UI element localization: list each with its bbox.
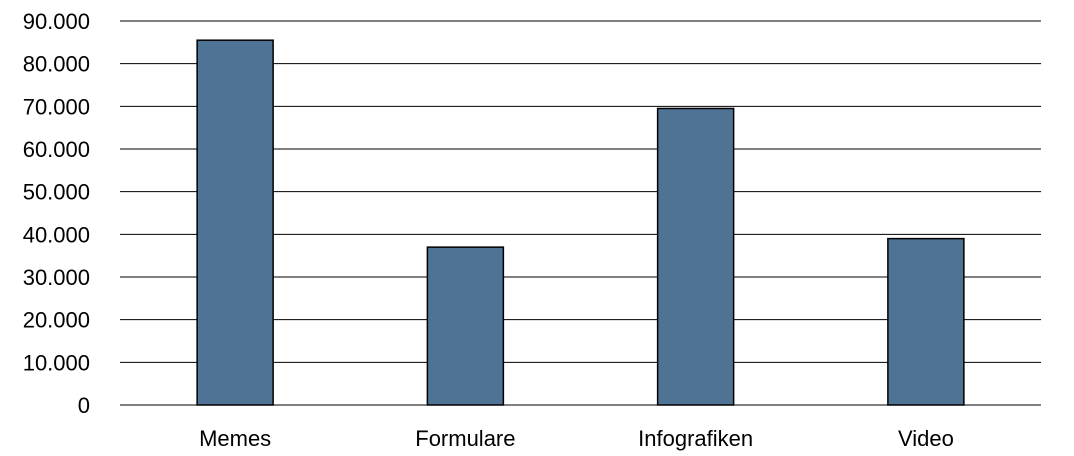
bar-infografiken [658, 108, 734, 405]
x-category-label: Video [898, 426, 954, 451]
x-axis-category-labels: Memes Formulare Infografiken Video [199, 426, 954, 451]
x-category-label: Memes [199, 426, 271, 451]
bar-video [888, 239, 964, 405]
y-tick-label: 50.000 [23, 180, 90, 205]
x-category-label: Formulare [415, 426, 515, 451]
y-tick-label: 90.000 [23, 9, 90, 34]
y-tick-label: 0 [78, 393, 90, 418]
y-axis-tick-labels: 0 10.000 20.000 30.000 40.000 50.000 60.000 70.… [23, 9, 90, 418]
bar-formulare [427, 247, 503, 405]
y-tick-label: 20.000 [23, 308, 90, 333]
x-category-label: Infografiken [638, 426, 753, 451]
y-tick-label: 70.000 [23, 94, 90, 119]
bar-memes [197, 40, 273, 405]
y-tick-label: 10.000 [23, 350, 90, 375]
y-tick-label: 60.000 [23, 137, 90, 162]
y-tick-label: 40.000 [23, 222, 90, 247]
bars [197, 40, 964, 405]
y-tick-label: 80.000 [23, 52, 90, 77]
y-tick-label: 30.000 [23, 265, 90, 290]
